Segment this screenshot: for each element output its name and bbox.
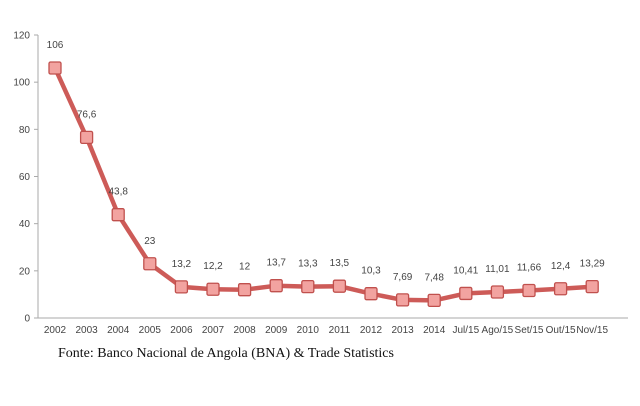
x-tick-label: 2012	[360, 325, 383, 336]
data-label: 13,3	[298, 259, 318, 270]
data-point-marker	[585, 280, 599, 294]
data-point-marker	[111, 208, 125, 222]
data-label: 11,01	[485, 264, 510, 275]
data-label: 12,2	[203, 261, 223, 272]
data-point-marker	[174, 280, 189, 294]
x-tick-label: 2003	[75, 325, 98, 336]
x-tick-label: Ago/15	[482, 325, 514, 336]
data-label: 7,48	[424, 272, 444, 283]
y-axis-ticks: 0 20 40 60 80 100 120	[13, 31, 38, 325]
x-tick-label: 2013	[391, 325, 414, 336]
x-tick-label: Jul/15	[452, 325, 479, 336]
data-point-marker	[301, 279, 315, 294]
x-tick-label: 2010	[297, 325, 320, 336]
chart-axes	[37, 35, 628, 319]
data-label: 7,69	[393, 272, 413, 283]
data-point-marker	[269, 279, 283, 293]
series-line	[52, 65, 595, 303]
x-tick-label: 2009	[265, 325, 288, 336]
y-tick-label: 120	[13, 31, 30, 42]
source-note: Fonte: Banco Nacional de Angola (BNA) & …	[58, 346, 394, 361]
x-tick-label: 2007	[202, 325, 225, 336]
data-point-marker	[332, 279, 347, 293]
data-label: 13,2	[172, 259, 192, 270]
y-tick-label: 100	[13, 78, 30, 89]
data-label: 13,7	[266, 258, 286, 269]
data-label: 11,66	[517, 263, 542, 274]
data-point-marker	[364, 287, 378, 301]
data-label: 13,5	[330, 258, 350, 269]
y-tick-label: 20	[19, 266, 31, 277]
data-markers	[48, 61, 599, 308]
data-point-marker	[395, 293, 410, 307]
data-point-marker	[48, 61, 62, 75]
x-tick-label: 2008	[233, 325, 256, 336]
data-point-marker	[459, 286, 473, 301]
x-axis-ticks: 2002 2003 2004 2005 2006 2007 2008 2009 2010 2011…	[44, 325, 609, 336]
data-label: 10,41	[453, 265, 478, 276]
y-tick-label: 60	[19, 172, 31, 183]
data-label: 43,8	[108, 187, 128, 198]
x-tick-label: 2014	[423, 325, 446, 336]
y-tick-label: 80	[19, 125, 31, 136]
x-tick-label: 2002	[44, 325, 67, 336]
data-point-marker	[237, 283, 252, 297]
y-tick-label: 0	[24, 314, 30, 325]
x-tick-label: Out/15	[546, 325, 576, 336]
x-tick-label: 2004	[107, 325, 130, 336]
y-tick-label: 40	[19, 219, 31, 230]
data-point-marker	[522, 283, 536, 298]
data-series	[52, 65, 595, 303]
data-label: 23	[144, 236, 156, 247]
x-tick-label: 2005	[139, 325, 162, 336]
line-chart: 0 20 40 60 80 100 120 2002 2003 2004 2005 2006 2007…	[13, 31, 628, 336]
data-point-marker	[490, 285, 505, 299]
data-point-marker	[79, 130, 94, 145]
data-label: 12	[239, 262, 251, 273]
x-tick-label: 2006	[170, 325, 193, 336]
x-tick-label: Set/15	[515, 325, 544, 336]
data-labels: 106 76,6 43,8 23 13,2 12,2 12 13,7 13,3 13,5 10,3 7…	[47, 40, 605, 283]
data-point-marker	[427, 293, 441, 308]
data-point-marker	[143, 257, 157, 271]
data-label: 13,29	[580, 259, 605, 270]
data-label: 10,3	[361, 266, 381, 277]
data-label: 12,4	[551, 261, 571, 272]
x-tick-label: 2011	[329, 325, 351, 336]
data-label: 76,6	[77, 109, 97, 120]
x-tick-label: Nov/15	[576, 325, 608, 336]
data-label: 106	[47, 40, 64, 51]
data-point-marker	[206, 282, 220, 296]
data-point-marker	[553, 282, 568, 296]
